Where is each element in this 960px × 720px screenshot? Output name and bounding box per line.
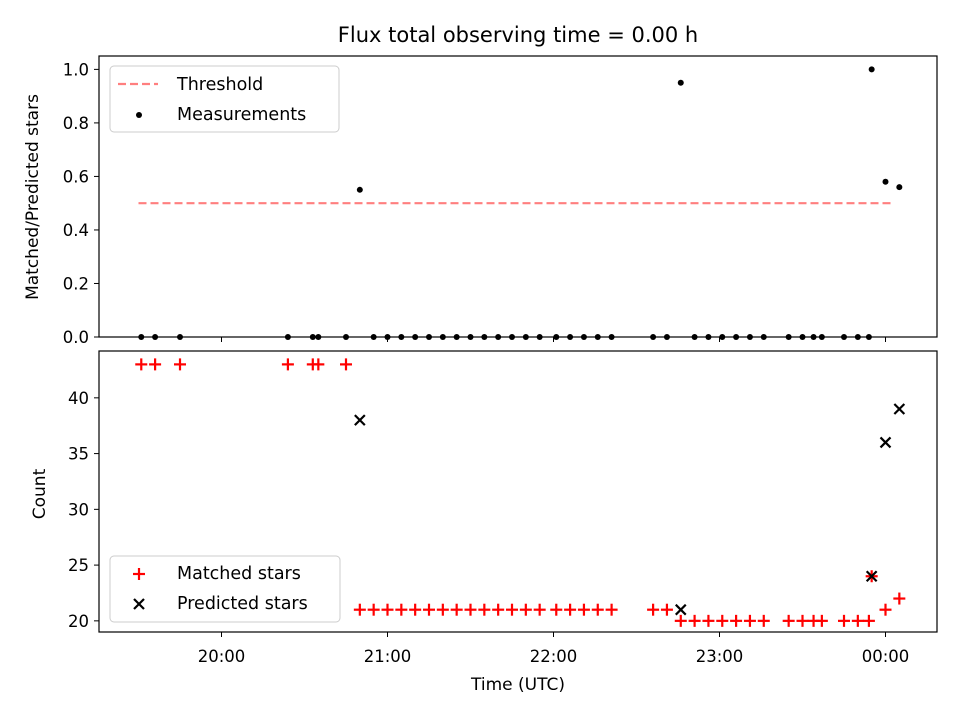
bottom-y-tick-label: 25 [68, 556, 89, 575]
matched-star-point-11 [409, 603, 422, 616]
x-tick-label: 00:00 [862, 647, 910, 666]
matched-star-point-26 [647, 603, 660, 616]
top-y-tick-label: 0.2 [63, 274, 89, 293]
x-tick-label: 23:00 [696, 647, 744, 666]
top-y-axis-label: Matched/Predicted stars [23, 94, 43, 300]
matched-star-point-30 [702, 614, 715, 627]
measurement-point-44 [896, 184, 903, 191]
predicted-star-point-4 [893, 403, 906, 415]
x-tick-label: 20:00 [198, 647, 246, 666]
legend-threshold-label: Threshold [176, 75, 263, 95]
matched-star-point-28 [674, 614, 687, 627]
top-y-tick-label: 0.4 [63, 221, 89, 240]
matched-star-point-5 [312, 358, 325, 371]
matched-star-point-35 [782, 614, 795, 627]
legend-predicted-label: Predicted stars [177, 594, 308, 614]
matched-star-point-19 [519, 603, 532, 616]
matched-star-point-3 [281, 358, 294, 371]
bottom-y-tick-label: 40 [68, 389, 89, 408]
measurement-point-42 [868, 66, 875, 73]
matched-star-point-40 [851, 614, 864, 627]
matched-star-point-22 [564, 603, 577, 616]
x-axis-label: Time (UTC) [470, 675, 565, 695]
bottom-y-tick-label: 20 [68, 612, 89, 631]
predicted-star-point-2 [865, 570, 878, 583]
top-legend: Threshold Measurements [109, 65, 340, 133]
top-axes: 0.0 0.2 0.4 0.6 0.8 1.0 [63, 60, 886, 347]
matched-star-point-13 [436, 603, 449, 616]
bottom-plot-marks [135, 358, 906, 627]
legend-predicted-marker [133, 598, 145, 610]
matched-star-point-24 [591, 603, 604, 616]
matched-star-point-23 [577, 603, 590, 616]
matched-star-point-15 [464, 603, 477, 616]
matched-star-point-0 [135, 358, 148, 371]
matched-star-point-14 [450, 603, 463, 616]
measurement-point-28 [677, 79, 684, 86]
top-y-tick-label: 0.6 [63, 167, 89, 186]
bottom-y-tick-label: 30 [68, 500, 89, 519]
top-panel: 0.0 0.2 0.4 0.6 0.8 1.0 Matched/Predicted sta… [23, 55, 938, 347]
matched-star-point-38 [815, 614, 828, 627]
top-legend-box [109, 65, 340, 133]
bottom-y-tick-label: 35 [68, 445, 89, 464]
matched-star-point-20 [533, 603, 546, 616]
matched-star-point-2 [174, 358, 186, 371]
matched-star-point-7 [353, 603, 366, 616]
matched-star-point-12 [423, 603, 435, 616]
measurement-point-7 [356, 186, 363, 193]
matched-star-point-34 [757, 614, 770, 627]
matched-star-point-17 [492, 603, 505, 616]
top-y-tick-label: 0.0 [63, 328, 89, 347]
matched-star-point-10 [395, 603, 408, 616]
bottom-panel: 20 25 30 35 40 20:00 21:00 22:00 23:00 00:00 Coun… [30, 350, 938, 695]
top-axes-frame [98, 55, 938, 338]
x-tick-label: 21:00 [364, 647, 412, 666]
matched-star-point-1 [149, 358, 162, 371]
predicted-star-point-0 [354, 414, 366, 426]
matched-star-point-44 [893, 592, 906, 605]
chart-title: Flux total observing time = 0.00 h [338, 23, 698, 47]
predicted-star-point-3 [879, 436, 892, 449]
matched-star-point-21 [550, 603, 563, 616]
matched-star-point-36 [796, 614, 809, 627]
matched-star-point-16 [478, 603, 491, 616]
bottom-y-axis-label: Count [30, 468, 50, 519]
matched-star-point-29 [688, 614, 701, 627]
matched-star-point-8 [367, 603, 380, 616]
bottom-axes-frame [98, 350, 938, 633]
bottom-axes: 20 25 30 35 40 20:00 21:00 22:00 23:00 00:00 [68, 389, 909, 666]
top-y-tick-label: 0.8 [63, 114, 89, 133]
legend-matched-marker [133, 568, 145, 580]
bottom-legend-box [109, 555, 341, 623]
matched-star-point-32 [730, 614, 743, 627]
measurement-point-43 [882, 178, 889, 185]
matched-star-point-41 [862, 614, 875, 627]
matched-star-point-9 [381, 603, 394, 616]
matched-star-point-31 [716, 614, 729, 627]
matched-star-point-18 [506, 603, 518, 616]
legend-matched-label: Matched stars [177, 564, 301, 584]
matched-star-point-33 [743, 614, 756, 627]
predicted-star-point-1 [674, 603, 687, 616]
matched-star-point-6 [340, 358, 352, 371]
legend-measurements-label: Measurements [177, 105, 306, 125]
matched-star-point-25 [605, 603, 618, 616]
top-y-tick-label: 1.0 [63, 60, 89, 79]
matched-star-point-39 [838, 614, 850, 627]
legend-measurements-marker [136, 112, 142, 118]
matched-star-point-27 [660, 603, 673, 616]
x-tick-label: 22:00 [530, 647, 578, 666]
matched-star-point-43 [879, 603, 892, 616]
bottom-legend: Matched stars Predicted stars [109, 555, 341, 623]
